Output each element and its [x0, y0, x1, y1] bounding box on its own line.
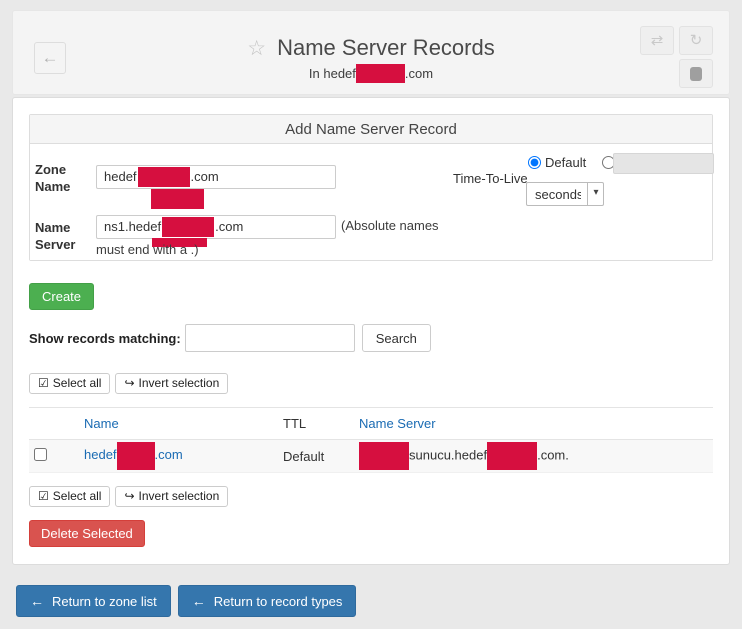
- select-all-button[interactable]: ☑ Select all: [29, 486, 111, 507]
- back-arrow-icon: ←: [41, 48, 59, 67]
- module-config-button[interactable]: [679, 59, 713, 88]
- ttl-custom-radio[interactable]: [602, 156, 616, 169]
- ttl-default-radio[interactable]: [528, 156, 541, 169]
- header-name-server[interactable]: Name Server: [359, 407, 713, 440]
- subtitle-suffix: .com: [404, 66, 434, 81]
- row-name-server-cell: sunucu.hedef .com.: [359, 439, 713, 473]
- refresh-icon: ↻: [689, 32, 703, 49]
- redaction-below-name-server: [152, 238, 207, 247]
- ttl-custom-input[interactable]: [613, 153, 714, 174]
- header-ttl: TTL: [283, 407, 359, 440]
- selection-buttons-bottom: ☑ Select all ↪ Invert selection: [29, 486, 713, 507]
- header-actions: ⇄ ↻: [640, 26, 713, 92]
- row-ttl-cell: Default: [283, 439, 359, 473]
- invert-selection-label: Invert selection: [138, 489, 220, 503]
- return-zone-list-label: Return to zone list: [52, 593, 157, 609]
- search-label: Show records matching:: [29, 330, 181, 346]
- header-checkbox-col: [29, 407, 84, 440]
- records-table: Name TTL Name Server hedef .com Default s…: [29, 407, 713, 473]
- redaction-subtitle: [355, 64, 405, 83]
- selection-buttons-top: ☑ Select all ↪ Invert selection: [29, 373, 713, 394]
- form-body: Zone Name hedef .com Time-To-Live Default…: [30, 144, 714, 260]
- ttl-radio-group: Default: [528, 155, 616, 170]
- star-favorite-icon[interactable]: ☆: [247, 36, 267, 60]
- search-input[interactable]: [184, 324, 355, 352]
- invert-selection-label: Invert selection: [138, 376, 220, 390]
- ttl-label: Time-To-Live: [453, 171, 528, 186]
- form-title: Add Name Server Record: [30, 115, 712, 144]
- share-arrow-icon: ↪: [124, 376, 135, 390]
- name-server-value-prefix: ns1.hedef: [104, 219, 162, 234]
- back-button[interactable]: ←: [34, 42, 66, 74]
- page-title: Name Server Records: [277, 35, 495, 60]
- reload-page-button[interactable]: ↻: [679, 26, 713, 55]
- checkbox-icon: ☑: [38, 376, 49, 390]
- record-ns-suffix: .com.: [537, 447, 569, 463]
- absolute-names-hint-line2: must end with a .): [96, 242, 199, 257]
- zone-name-label: Zone Name: [35, 162, 71, 194]
- redaction-row-name: [116, 442, 155, 470]
- refresh-modules-button[interactable]: ⇄: [640, 26, 674, 55]
- square-icon: [690, 67, 702, 82]
- ttl-default-radio-label[interactable]: Default: [545, 155, 587, 170]
- record-name-suffix: .com: [154, 447, 183, 463]
- record-ns-middle: sunucu.hedef: [409, 447, 488, 463]
- row-checkbox[interactable]: [34, 448, 47, 461]
- row-name-cell: hedef .com: [84, 439, 283, 473]
- search-button[interactable]: Search: [361, 324, 431, 352]
- footer-actions: ← Return to zone list ← Return to record t…: [16, 585, 357, 617]
- create-button[interactable]: Create: [29, 283, 95, 310]
- record-name-link[interactable]: hedef .com: [84, 442, 183, 470]
- main-panel: Add Name Server Record Zone Name hedef .c…: [12, 97, 730, 565]
- name-server-value-suffix: .com: [215, 219, 244, 234]
- subtitle-prefix: In hedef: [308, 66, 356, 81]
- search-row: Show records matching: Search: [29, 324, 713, 352]
- record-name-prefix: hedef: [84, 447, 117, 463]
- share-arrow-icon: ↪: [124, 489, 135, 503]
- zone-name-value-prefix: hedef: [104, 169, 137, 184]
- checkbox-icon: ☑: [38, 489, 49, 503]
- add-record-form: Add Name Server Record Zone Name hedef .c…: [29, 114, 714, 261]
- select-all-label: Select all: [52, 489, 102, 503]
- delete-selected-button[interactable]: Delete Selected: [29, 520, 145, 547]
- absolute-names-hint-line1: (Absolute names: [341, 218, 439, 233]
- left-arrow-icon: ←: [191, 593, 206, 609]
- return-to-zone-list-button[interactable]: ← Return to zone list: [16, 585, 171, 617]
- redaction-below-zone-name: [151, 189, 204, 209]
- redaction-name-server: [162, 216, 215, 237]
- invert-selection-button[interactable]: ↪ Invert selection: [115, 373, 229, 394]
- ttl-unit-select[interactable]: seconds: [526, 182, 604, 206]
- left-arrow-icon: ←: [30, 593, 44, 609]
- table-row: hedef .com Default sunucu.hedef .com.: [29, 439, 713, 473]
- row-checkbox-cell: [29, 439, 84, 473]
- repeat-icon: ⇄: [650, 32, 664, 49]
- select-all-button[interactable]: ☑ Select all: [29, 373, 111, 394]
- table-header-row: Name TTL Name Server: [29, 407, 713, 440]
- zone-name-value-suffix: .com: [190, 169, 219, 184]
- return-record-types-label: Return to record types: [213, 593, 343, 609]
- header-panel: ← ☆ Name Server Records In hedef .com ⇄ ↻: [12, 10, 730, 95]
- select-all-label: Select all: [52, 376, 102, 390]
- page-subtitle: In hedef .com: [13, 64, 729, 83]
- ttl-unit-select-wrap: seconds ▾: [526, 182, 604, 206]
- header-name[interactable]: Name: [84, 407, 283, 440]
- invert-selection-button[interactable]: ↪ Invert selection: [115, 486, 229, 507]
- header-center: ☆ Name Server Records In hedef .com: [13, 35, 729, 83]
- redaction-zone-name: [137, 166, 190, 187]
- zone-name-input[interactable]: hedef .com: [96, 165, 336, 189]
- return-to-record-types-button[interactable]: ← Return to record types: [177, 585, 357, 617]
- redaction-row-ns-1: [359, 442, 409, 470]
- redaction-row-ns-2: [487, 442, 538, 470]
- name-server-input[interactable]: ns1.hedef .com: [96, 215, 336, 239]
- name-server-label: Name Server: [35, 220, 76, 252]
